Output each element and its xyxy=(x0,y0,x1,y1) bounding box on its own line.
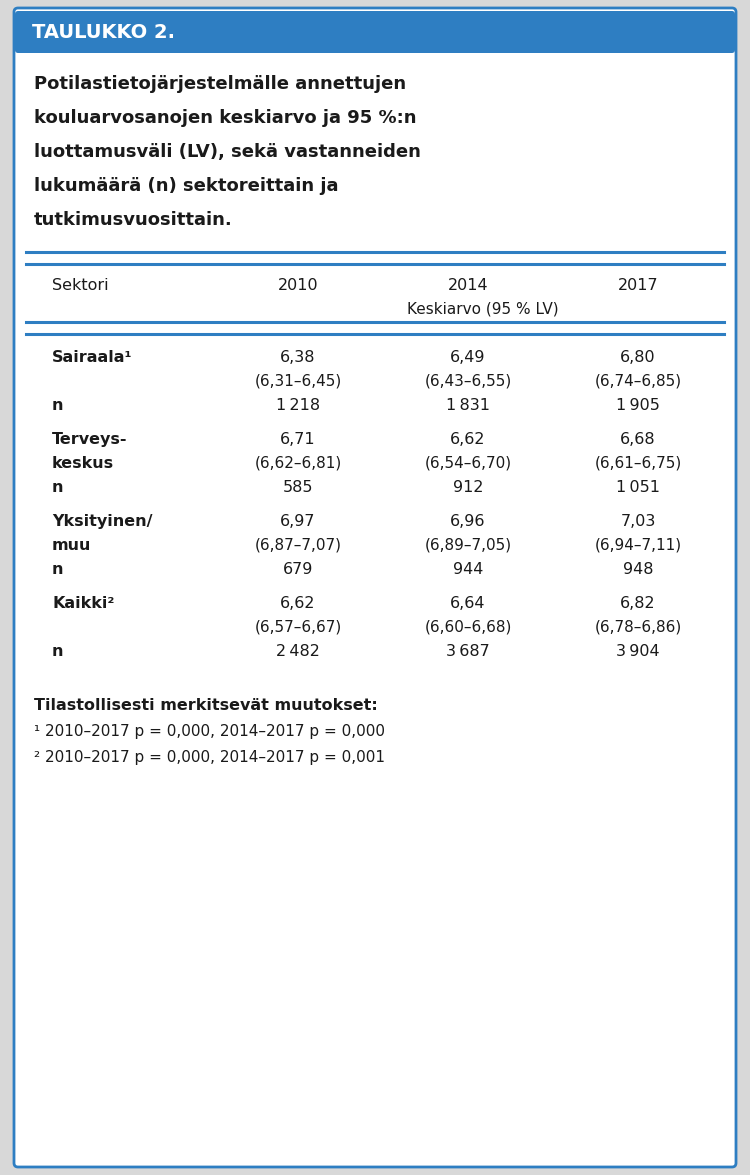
Text: kouluarvosanojen keskiarvo ja 95 %:n: kouluarvosanojen keskiarvo ja 95 %:n xyxy=(34,109,416,127)
Text: (6,60–6,68): (6,60–6,68) xyxy=(424,620,512,634)
Text: 6,71: 6,71 xyxy=(280,432,316,446)
Text: 6,38: 6,38 xyxy=(280,350,316,365)
Text: (6,61–6,75): (6,61–6,75) xyxy=(594,456,682,471)
Text: Potilastietojärjestelmälle annettujen: Potilastietojärjestelmälle annettujen xyxy=(34,75,407,93)
Text: n: n xyxy=(52,398,64,412)
Text: lukumäärä (n) sektoreittain ja: lukumäärä (n) sektoreittain ja xyxy=(34,177,338,195)
Text: 2010: 2010 xyxy=(278,278,318,293)
Text: 679: 679 xyxy=(283,562,314,577)
Text: luottamusväli (LV), sekä vastanneiden: luottamusväli (LV), sekä vastanneiden xyxy=(34,143,421,161)
Text: 585: 585 xyxy=(283,481,314,495)
Text: Kaikki²: Kaikki² xyxy=(52,596,114,611)
Text: n: n xyxy=(52,562,64,577)
Text: 6,80: 6,80 xyxy=(620,350,656,365)
Text: tutkimusvuosittain.: tutkimusvuosittain. xyxy=(34,212,232,229)
Text: 6,96: 6,96 xyxy=(450,513,486,529)
Text: 7,03: 7,03 xyxy=(620,513,656,529)
Text: 1 218: 1 218 xyxy=(276,398,320,412)
Text: 912: 912 xyxy=(453,481,483,495)
Text: 944: 944 xyxy=(453,562,483,577)
Text: 6,62: 6,62 xyxy=(280,596,316,611)
Text: Yksityinen/: Yksityinen/ xyxy=(52,513,152,529)
FancyBboxPatch shape xyxy=(14,8,736,1167)
Text: n: n xyxy=(52,481,64,495)
Text: n: n xyxy=(52,644,64,659)
Text: (6,31–6,45): (6,31–6,45) xyxy=(254,374,341,389)
Text: 2017: 2017 xyxy=(618,278,658,293)
Text: 6,68: 6,68 xyxy=(620,432,656,446)
Text: (6,78–6,86): (6,78–6,86) xyxy=(594,620,682,634)
Text: 6,49: 6,49 xyxy=(450,350,486,365)
Text: 6,97: 6,97 xyxy=(280,513,316,529)
Text: (6,89–7,05): (6,89–7,05) xyxy=(424,538,512,553)
Text: ² 2010–2017 p = 0,000, 2014–2017 p = 0,001: ² 2010–2017 p = 0,000, 2014–2017 p = 0,0… xyxy=(34,750,385,765)
Text: 948: 948 xyxy=(622,562,653,577)
Text: 3 904: 3 904 xyxy=(616,644,660,659)
Text: Keskiarvo (95 % LV): Keskiarvo (95 % LV) xyxy=(407,302,559,317)
Text: (6,94–7,11): (6,94–7,11) xyxy=(595,538,682,553)
Text: Sektori: Sektori xyxy=(52,278,109,293)
Text: Terveys-: Terveys- xyxy=(52,432,128,446)
Text: (6,62–6,81): (6,62–6,81) xyxy=(254,456,341,471)
Text: Sairaala¹: Sairaala¹ xyxy=(52,350,133,365)
Text: (6,43–6,55): (6,43–6,55) xyxy=(424,374,512,389)
Text: 6,64: 6,64 xyxy=(450,596,486,611)
Text: ¹ 2010–2017 p = 0,000, 2014–2017 p = 0,000: ¹ 2010–2017 p = 0,000, 2014–2017 p = 0,0… xyxy=(34,724,385,739)
Text: 2 482: 2 482 xyxy=(276,644,320,659)
Text: (6,74–6,85): (6,74–6,85) xyxy=(595,374,682,389)
Text: 2014: 2014 xyxy=(448,278,488,293)
Text: muu: muu xyxy=(52,538,92,553)
Text: 1 831: 1 831 xyxy=(446,398,490,412)
Text: 6,62: 6,62 xyxy=(450,432,486,446)
Text: 6,82: 6,82 xyxy=(620,596,656,611)
FancyBboxPatch shape xyxy=(15,11,735,53)
Text: 1 051: 1 051 xyxy=(616,481,660,495)
Text: (6,54–6,70): (6,54–6,70) xyxy=(424,456,512,471)
Text: keskus: keskus xyxy=(52,456,114,471)
Text: (6,57–6,67): (6,57–6,67) xyxy=(254,620,341,634)
Text: (6,87–7,07): (6,87–7,07) xyxy=(254,538,341,553)
Text: TAULUKKO 2.: TAULUKKO 2. xyxy=(32,22,175,41)
Text: Tilastollisesti merkitsevät muutokset:: Tilastollisesti merkitsevät muutokset: xyxy=(34,698,378,713)
Text: 3 687: 3 687 xyxy=(446,644,490,659)
Text: 1 905: 1 905 xyxy=(616,398,660,412)
